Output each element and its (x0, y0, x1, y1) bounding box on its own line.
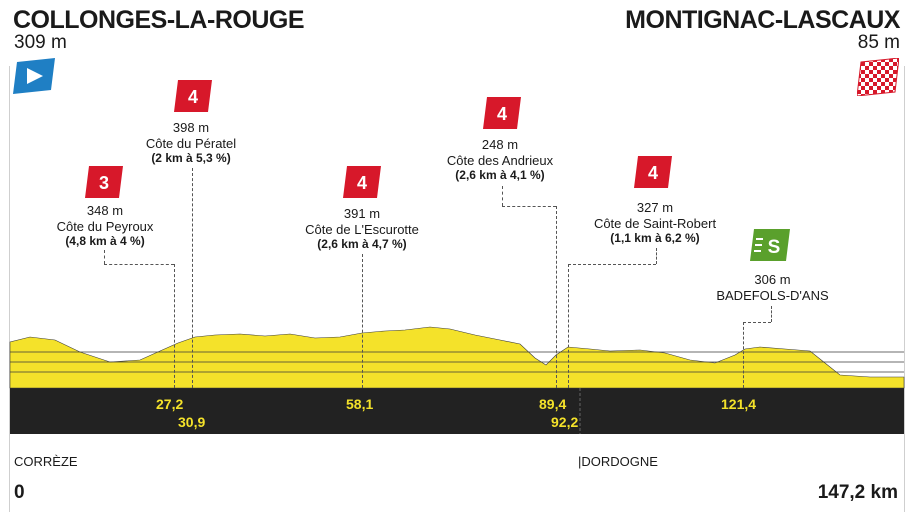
climb-badge-cat4: 4 (343, 166, 381, 198)
elevation-area (9, 326, 905, 389)
finish-city: MONTIGNAC-LASCAUX (625, 6, 900, 34)
climb-detail: (1,1 km à 6,2 %) (610, 231, 700, 245)
region-label: |DORDOGNE (578, 454, 658, 469)
climb-name: Côte de Saint-Robert (593, 215, 717, 231)
climb-detail: (4,8 km à 4 %) (65, 234, 145, 248)
climb-altitude: 391 m (343, 206, 381, 221)
climb-category: 4 (188, 87, 198, 107)
climb-category: 3 (99, 173, 109, 193)
frame-right (904, 66, 905, 512)
climb-saint-robert: 327 m Côte de Saint-Robert (1,1 km à 6,2… (575, 200, 735, 247)
km-marker: 30,9 (178, 414, 206, 430)
start-altitude: 309 m (14, 32, 67, 53)
start-flag-icon (13, 58, 55, 94)
climb-badge-cat4: 4 (483, 97, 521, 129)
climb-detail: (2,6 km à 4,1 %) (455, 168, 545, 182)
sprint-point: 306 m BADEFOLS-D'ANS (700, 272, 845, 303)
climb-category: 4 (648, 163, 658, 183)
climb-category: 4 (497, 104, 507, 124)
climb-badge-cat3: 3 (85, 166, 123, 198)
sprint-badge: S (750, 229, 790, 261)
climb-altitude: 248 m (481, 137, 519, 152)
climb-badge-cat4: 4 (634, 156, 672, 188)
climb-category: 4 (357, 173, 367, 193)
climb-altitude: 398 m (172, 120, 210, 135)
climb-name: Côte du Pératel (145, 135, 237, 151)
km-marker: 89,4 (539, 396, 567, 412)
climb-peratel: 398 m Côte du Pératel (2 km à 5,3 %) (126, 120, 256, 167)
climb-altitude: 348 m (86, 203, 124, 218)
climb-detail: (2 km à 5,3 %) (151, 151, 231, 165)
sprint-altitude: 306 m (754, 272, 791, 287)
km-marker: 121,4 (721, 396, 757, 412)
climb-name: Côte de L'Escurotte (305, 221, 419, 237)
start-city: COLLONGES-LA-ROUGE (13, 6, 305, 34)
climb-peyroux: 348 m Côte du Peyroux (4,8 km à 4 %) (40, 203, 170, 250)
sprint-name: BADEFOLS-D'ANS (716, 287, 829, 303)
climb-escurotte: 391 m Côte de L'Escurotte (2,6 km à 4,7 … (282, 206, 442, 253)
climb-andrieux: 248 m Côte des Andrieux (2,6 km à 4,1 %) (425, 137, 575, 184)
km-marker: 92,2 (551, 414, 579, 430)
climb-altitude: 327 m (636, 200, 674, 215)
climb-name: Côte des Andrieux (446, 152, 554, 168)
profile-altitude-lines (10, 351, 904, 373)
climb-name: Côte du Peyroux (56, 218, 154, 234)
climb-badge-cat4: 4 (174, 80, 212, 112)
profile-ground-band (10, 388, 904, 434)
frame-left (9, 66, 10, 512)
finish-altitude: 85 m (857, 32, 900, 53)
finish-flag-icon (857, 58, 899, 96)
region-label: CORRÈZE (14, 454, 78, 469)
distance-start: 0 (14, 482, 25, 503)
distance-end: 147,2 km (817, 482, 898, 503)
sprint-label: S (768, 237, 781, 258)
km-marker: 27,2 (156, 396, 184, 412)
km-marker: 58,1 (346, 396, 374, 412)
climb-detail: (2,6 km à 4,7 %) (317, 237, 407, 251)
